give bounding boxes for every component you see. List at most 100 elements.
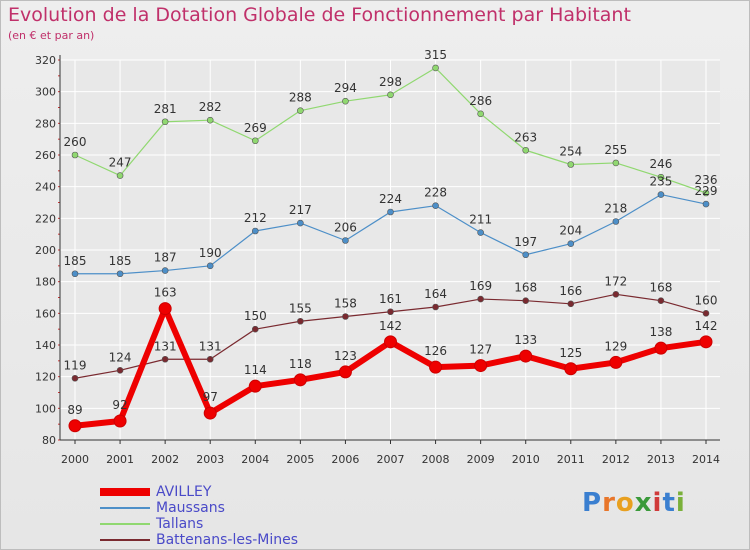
data-label: 247 xyxy=(109,156,132,170)
data-point xyxy=(68,419,82,433)
y-tick-label: 180 xyxy=(35,276,56,289)
y-tick-label: 220 xyxy=(35,212,56,225)
data-label: 298 xyxy=(379,75,402,89)
data-label: 282 xyxy=(199,100,222,114)
x-tick-label: 2000 xyxy=(61,453,89,466)
data-label: 125 xyxy=(559,346,582,360)
x-tick-label: 2001 xyxy=(106,453,134,466)
data-point xyxy=(657,297,665,304)
legend-label-tallans: Tallans xyxy=(156,516,204,532)
data-label: 118 xyxy=(289,357,312,371)
data-point xyxy=(657,191,665,198)
data-point xyxy=(387,308,394,316)
data-label: 119 xyxy=(64,358,87,372)
data-point xyxy=(567,240,575,247)
data-label: 172 xyxy=(604,274,627,288)
data-label: 315 xyxy=(424,48,447,62)
data-point xyxy=(564,362,578,376)
data-label: 163 xyxy=(154,286,177,300)
y-tick-label: 200 xyxy=(35,244,56,257)
chart-title: Evolution de la Dotation Globale de Fonc… xyxy=(8,4,631,26)
legend-label-maussans: Maussans xyxy=(156,500,225,516)
data-label: 164 xyxy=(424,287,447,301)
data-point xyxy=(657,173,665,181)
data-label: 236 xyxy=(695,173,718,187)
data-label: 286 xyxy=(469,94,492,108)
y-tick-label: 120 xyxy=(35,371,56,384)
data-point xyxy=(522,146,530,154)
y-tick-label: 320 xyxy=(35,54,56,67)
data-point xyxy=(387,91,394,99)
data-label: 185 xyxy=(109,254,132,268)
data-label: 212 xyxy=(244,211,267,225)
data-label: 218 xyxy=(604,202,627,216)
data-point xyxy=(116,270,124,278)
data-point xyxy=(432,303,439,311)
data-point xyxy=(522,251,530,259)
data-label: 114 xyxy=(244,363,267,377)
data-point xyxy=(248,379,262,393)
data-point xyxy=(387,208,394,216)
data-point xyxy=(203,406,217,420)
data-point xyxy=(338,365,352,379)
data-point xyxy=(71,270,79,278)
proxiti-logo: Proxiti xyxy=(582,488,686,518)
data-point xyxy=(251,325,259,333)
data-point xyxy=(116,172,124,179)
data-point xyxy=(477,229,484,236)
x-tick-label: 2010 xyxy=(512,453,540,466)
data-label: 235 xyxy=(649,175,672,189)
data-label: 127 xyxy=(469,343,492,357)
data-label: 294 xyxy=(334,81,357,95)
data-label: 185 xyxy=(64,254,87,268)
data-point xyxy=(297,219,304,227)
x-tick-label: 2013 xyxy=(647,453,675,466)
data-point xyxy=(474,359,488,373)
data-label: 123 xyxy=(334,349,357,363)
data-label: 229 xyxy=(695,184,718,198)
data-label: 133 xyxy=(514,333,537,347)
data-point xyxy=(206,262,214,270)
data-label: 211 xyxy=(469,213,492,227)
data-point xyxy=(612,291,620,298)
x-tick-label: 2002 xyxy=(151,453,179,466)
logo-letter: t xyxy=(662,488,676,518)
data-point xyxy=(432,64,439,72)
logo-letter: r xyxy=(602,488,616,518)
legend-label-battenans: Battenans-les-Mines xyxy=(156,532,299,548)
x-tick-label: 2012 xyxy=(602,453,630,466)
data-label: 142 xyxy=(379,319,402,333)
data-label: 126 xyxy=(424,344,447,358)
data-point xyxy=(342,237,349,244)
data-point xyxy=(71,151,79,159)
data-point xyxy=(161,118,169,126)
x-tick-label: 2011 xyxy=(557,453,585,466)
x-tick-label: 2007 xyxy=(377,453,405,466)
data-label: 131 xyxy=(154,339,177,353)
data-label: 288 xyxy=(289,91,312,105)
data-point xyxy=(71,374,79,382)
x-tick-label: 2009 xyxy=(467,453,495,466)
data-label: 97 xyxy=(203,390,218,404)
data-label: 228 xyxy=(424,186,447,200)
data-point xyxy=(567,300,575,308)
data-label: 158 xyxy=(334,297,357,311)
data-point xyxy=(113,414,127,428)
data-point xyxy=(293,373,307,387)
data-point xyxy=(654,341,668,355)
data-point xyxy=(342,97,349,105)
data-label: 124 xyxy=(109,350,132,364)
data-label: 169 xyxy=(469,279,492,293)
data-point xyxy=(477,295,484,303)
logo-letter: o xyxy=(615,488,635,518)
logo-letter: x xyxy=(634,488,653,518)
data-point xyxy=(297,317,304,325)
y-tick-label: 280 xyxy=(35,117,56,130)
data-point xyxy=(702,310,710,317)
data-point xyxy=(206,355,214,363)
data-label: 131 xyxy=(199,339,222,353)
data-point xyxy=(567,161,575,168)
data-point xyxy=(251,137,259,145)
data-point xyxy=(429,360,443,374)
